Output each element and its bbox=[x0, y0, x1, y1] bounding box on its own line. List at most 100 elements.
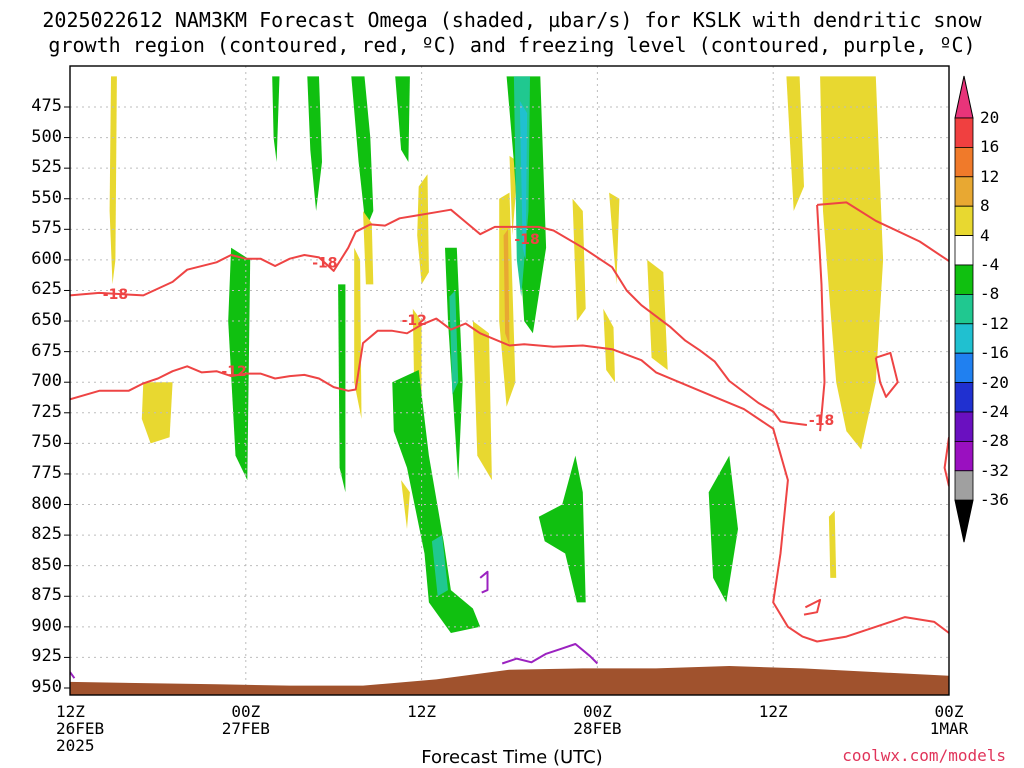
colorbar-tick-label: -20 bbox=[980, 372, 1009, 392]
contour-label: -12 bbox=[221, 364, 246, 380]
colorbar-tick-label: -4 bbox=[980, 255, 1000, 274]
colorbar-swatch bbox=[954, 235, 974, 266]
dgz-small-loop-2 bbox=[803, 598, 822, 616]
x-tick-label: 12Z bbox=[758, 702, 788, 721]
omega-shaded-region bbox=[609, 192, 620, 285]
x-axis-label: Forecast Time (UTC) bbox=[421, 747, 603, 768]
colorbar-tick-label: -28 bbox=[980, 431, 1009, 451]
colorbar-tick-label: 4 bbox=[980, 225, 990, 245]
freezing-level-edge bbox=[70, 671, 76, 679]
omega-shaded-region bbox=[228, 247, 251, 481]
y-tick-label: 625 bbox=[31, 279, 62, 300]
contour-label: -18 bbox=[809, 413, 834, 429]
omega-shaded-region bbox=[307, 76, 322, 212]
colorbar-swatch bbox=[954, 146, 974, 178]
y-tick-label: 775 bbox=[31, 462, 62, 483]
colorbar-swatch bbox=[954, 205, 974, 236]
chart-title-line-2: growth region (contoured, red, ºC) and f… bbox=[48, 33, 976, 57]
colorbar-tick-label: -32 bbox=[980, 460, 1009, 480]
colorbar-tick-label: -12 bbox=[980, 313, 1009, 333]
colorbar bbox=[954, 75, 974, 543]
contour-label: -18 bbox=[103, 287, 128, 303]
omega-shaded-region bbox=[647, 259, 668, 370]
omega-shaded-region bbox=[603, 308, 615, 383]
y-tick-label: 675 bbox=[31, 340, 62, 361]
y-tick-label: 550 bbox=[31, 187, 62, 208]
freezing-level-loop bbox=[479, 570, 489, 594]
y-tick-label: 900 bbox=[31, 615, 62, 636]
y-tick-label: 850 bbox=[31, 554, 62, 575]
y-tick-label: 525 bbox=[31, 157, 62, 178]
x-tick-label: 00Z 27FEB bbox=[221, 702, 270, 738]
y-tick-label: 800 bbox=[31, 493, 62, 514]
y-tick-label: 950 bbox=[31, 677, 62, 697]
omega-shaded-region bbox=[141, 382, 173, 444]
colorbar-tick-label: -8 bbox=[980, 284, 1000, 304]
omega-shaded-region bbox=[417, 174, 429, 285]
omega-shaded-region bbox=[828, 510, 837, 578]
x-tick-label: 12Z bbox=[407, 702, 437, 721]
dgz-contour-minus18-east bbox=[817, 201, 949, 262]
omega-shaded-region bbox=[538, 455, 586, 603]
colorbar-swatch bbox=[954, 176, 974, 207]
y-tick-label: 600 bbox=[31, 248, 62, 269]
omega-shaded-region bbox=[519, 100, 528, 260]
dgz-contour-minus12 bbox=[70, 317, 949, 643]
omega-shaded-region bbox=[472, 321, 492, 481]
y-tick-label: 650 bbox=[31, 310, 62, 331]
dgz-edge bbox=[943, 437, 949, 487]
dgz-contour-minus18 bbox=[70, 208, 808, 426]
omega-shaded-region bbox=[351, 76, 374, 230]
contour-layer bbox=[70, 201, 949, 679]
y-tick-label: 750 bbox=[31, 432, 62, 453]
colorbar-tick-label: 8 bbox=[980, 196, 990, 216]
omega-shaded-region bbox=[786, 76, 804, 212]
omega-shaded-region bbox=[449, 290, 459, 395]
omega-shaded-region bbox=[392, 370, 481, 633]
y-tick-label: 500 bbox=[31, 126, 62, 147]
contour-label: -12 bbox=[402, 313, 427, 329]
colorbar-tick-label: 20 bbox=[980, 108, 1000, 127]
colorbar-swatch bbox=[954, 382, 974, 413]
omega-shaded-region bbox=[354, 247, 362, 419]
y-tick-label: 475 bbox=[31, 96, 62, 116]
y-tick-label: 825 bbox=[31, 524, 62, 545]
colorbar-swatch bbox=[954, 323, 974, 354]
omega-shaded-region bbox=[503, 229, 510, 346]
chart-title-line-1: 2025022612 NAM3KM Forecast Omega (shaded… bbox=[42, 8, 982, 32]
x-tick-label: 00Z 28FEB bbox=[573, 702, 622, 738]
omega-shaded-region bbox=[708, 455, 738, 603]
omega-shaded-region bbox=[431, 535, 448, 597]
dgz-contour-minus18-east-b bbox=[816, 204, 826, 432]
colorbar-swatch bbox=[954, 264, 974, 295]
colorbar-tick-label: 16 bbox=[980, 137, 1000, 157]
contour-labels: -18 -18 -18 -18 -12 -12 bbox=[103, 232, 834, 429]
colorbar-top-arrow bbox=[954, 75, 974, 119]
y-tick-label: 700 bbox=[31, 371, 62, 392]
colorbar-swatch bbox=[954, 470, 974, 501]
colorbar-tick-label: 12 bbox=[980, 166, 1000, 186]
y-tick-label: 925 bbox=[31, 646, 62, 667]
omega-shaded-region bbox=[395, 76, 410, 162]
terrain-fill bbox=[70, 666, 949, 695]
colorbar-tick-label: -36 bbox=[980, 490, 1009, 510]
colorbar-swatch bbox=[954, 411, 974, 442]
terrain-layer bbox=[70, 666, 949, 695]
omega-shaded-region bbox=[272, 76, 280, 162]
x-tick-label: 00Z 1MAR bbox=[929, 702, 969, 738]
colorbar-tick-label: -16 bbox=[980, 343, 1009, 363]
y-tick-label: 575 bbox=[31, 218, 62, 239]
colorbar-swatch bbox=[954, 352, 974, 384]
omega-shaded-region bbox=[363, 211, 374, 285]
y-tick-label: 725 bbox=[31, 401, 62, 422]
contour-label: -18 bbox=[514, 232, 539, 248]
freezing-level-contour bbox=[501, 643, 599, 665]
contour-label: -18 bbox=[312, 255, 337, 271]
colorbar-swatch bbox=[954, 293, 974, 325]
colorbar-bottom-arrow bbox=[954, 499, 974, 543]
plot-frame bbox=[69, 65, 950, 696]
colorbar-tick-label: -24 bbox=[980, 402, 1009, 421]
y-tick-label: 875 bbox=[31, 585, 62, 606]
colorbar-swatch bbox=[954, 117, 974, 148]
